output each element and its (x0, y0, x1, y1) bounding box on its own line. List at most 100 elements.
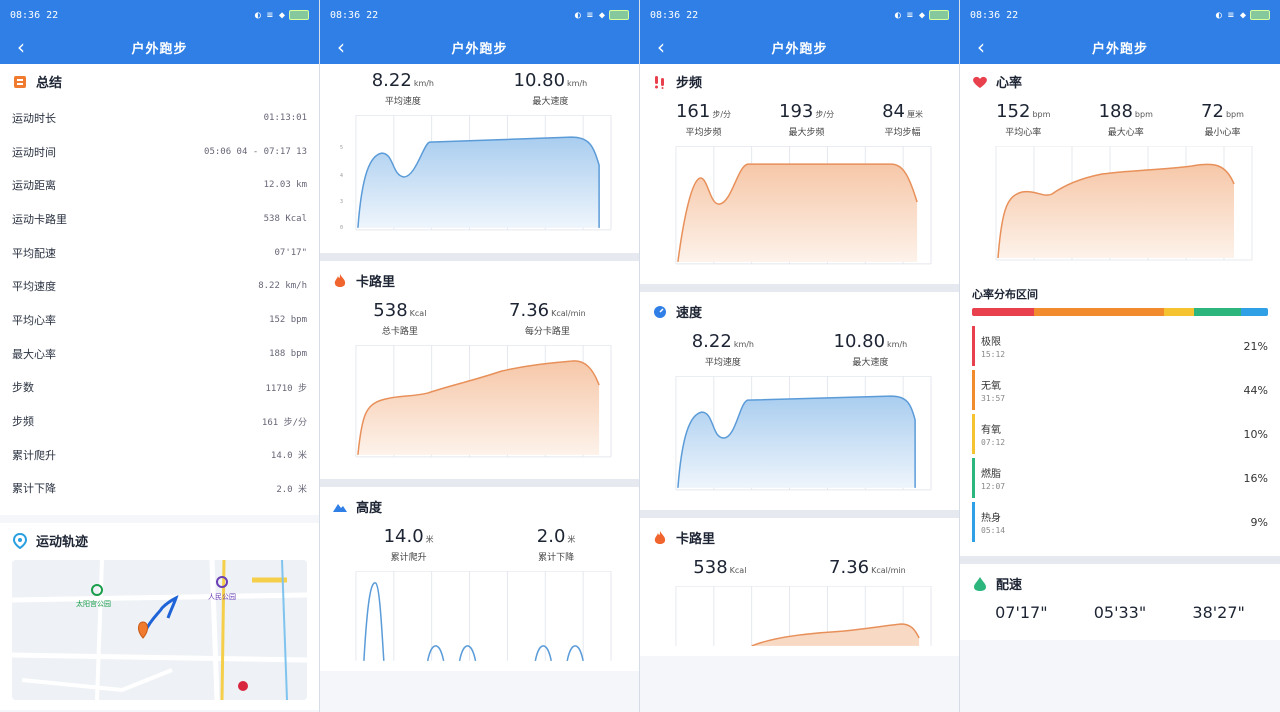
screen-heart-rate: 08:36 22 ◐ ≡ ◆ ‹ 户外跑步 心率 152 bpm 平均心率 188 b… (960, 0, 1280, 712)
hr-zone-row: 燃脂 12:07 16% (972, 458, 1268, 498)
place-marker (216, 576, 228, 589)
summary-row: 步频 161 步/分 (12, 404, 307, 438)
hr-zone-name: 热身 (981, 513, 1001, 524)
cadence-chart[interactable] (652, 146, 947, 274)
battery-icon (1250, 10, 1270, 20)
hr-zone-time: 07:12 (981, 438, 1006, 447)
status-bar: 08:36 22 ◐ ≡ ◆ (640, 0, 959, 30)
summary-row-value: 152 bpm (269, 314, 307, 325)
summary-row-label: 平均速度 (12, 280, 56, 294)
status-icons: ◐ ≡ ◆ (1215, 9, 1246, 21)
top-bar: 08:36 22 ◐ ≡ ◆ ‹ 户外跑步 (320, 0, 639, 64)
pace-title: 配速 (996, 578, 1023, 593)
mountain-icon (332, 499, 348, 515)
summary-row-value: 11710 步 (265, 383, 307, 394)
avg-hr-stat: 152 bpm 平均心率 (996, 101, 1051, 138)
status-bar: 08:36 22 ◐ ≡ ◆ (0, 0, 319, 30)
hr-zone-row: 极限 15:12 21% (972, 326, 1268, 366)
speed-card: 8.22 km/h 平均速度 10.80 km/h 最大速度 5 4 3 0 (320, 64, 639, 253)
track-card: 运动轨迹 太阳宫公园 (0, 523, 319, 711)
top-bar: 08:36 22 ◐ ≡ ◆ ‹ 户外跑步 (0, 0, 319, 64)
summary-card: 总结 运动时长 01:13:01 运动时间 05:06 04 - 07:17 13 运动… (0, 64, 319, 516)
status-icons: ◐ ≡ ◆ (254, 9, 285, 21)
summary-row-value: 07'17" (274, 247, 307, 258)
zone-bar-extreme (972, 308, 1035, 316)
back-button[interactable]: ‹ (17, 35, 25, 59)
back-button[interactable]: ‹ (337, 35, 345, 59)
route-line (143, 595, 179, 633)
battery-icon (609, 10, 629, 20)
worst-pace-stat: 38'27" (1192, 603, 1245, 622)
summary-row-value: 12.03 km (263, 180, 307, 191)
summary-row: 运动时间 05:06 04 - 07:17 13 (12, 135, 307, 169)
heart-rate-card: 心率 152 bpm 平均心率 188 bpm 最大心率 72 bpm 最小心率 (960, 64, 1280, 280)
flame-icon (652, 530, 668, 546)
descent-stat: 2.0 米累计下降 (536, 526, 576, 563)
hr-zone-row: 热身 05:14 9% (972, 502, 1268, 542)
max-hr-stat: 188 bpm 最大心率 (1098, 101, 1153, 138)
svg-text:3: 3 (340, 199, 343, 205)
summary-row: 平均心率 152 bpm (12, 303, 307, 337)
footsteps-icon (652, 74, 668, 90)
hr-zone-percent: 21% (1243, 339, 1268, 353)
calories-title: 卡路里 (356, 275, 396, 290)
calories-card: 卡路里 538 Kcal 7.36 Kcal/min (640, 518, 959, 656)
heart-rate-chart[interactable] (972, 146, 1268, 270)
speed-icon (652, 304, 668, 320)
summary-title: 总结 (36, 76, 63, 91)
avg-speed-stat: 8.22 km/h 平均速度 (691, 331, 755, 368)
back-button[interactable]: ‹ (657, 35, 665, 59)
summary-row: 运动距离 12.03 km (12, 168, 307, 202)
altitude-card: 高度 14.0 米累计爬升 2.0 米累计下降 (320, 487, 639, 671)
hr-zones-title: 心率分布区间 (972, 288, 1038, 301)
speed-chart[interactable] (652, 376, 947, 500)
status-time: 08:36 22 (970, 9, 1019, 21)
flame-icon (332, 273, 348, 289)
top-bar: 08:36 22 ◐ ≡ ◆ ‹ 户外跑步 (960, 0, 1280, 64)
droplet-icon (972, 576, 988, 592)
min-hr-stat: 72 bpm 最小心率 (1201, 101, 1244, 138)
calories-chart[interactable] (652, 586, 947, 646)
hr-zone-percent: 44% (1243, 383, 1268, 397)
total-calories-stat: 538 Kcal 总卡路里 (373, 300, 427, 337)
hr-zone-name: 无氧 (981, 381, 1001, 392)
summary-row-label: 运动距离 (12, 179, 56, 193)
page-title: 户外跑步 (771, 41, 828, 57)
summary-row-value: 538 Kcal (263, 213, 307, 224)
summary-row-label: 平均配速 (12, 246, 56, 260)
summary-row-label: 平均心率 (12, 313, 56, 327)
status-time: 08:36 22 (650, 9, 699, 21)
svg-text:4: 4 (340, 173, 343, 179)
calories-chart[interactable] (332, 345, 627, 469)
altitude-chart[interactable] (332, 571, 627, 661)
summary-row-label: 最大心率 (12, 347, 56, 361)
route-map[interactable]: 太阳宫公园 人民公园 (12, 560, 307, 701)
summary-row: 累计爬升 14.0 米 (12, 438, 307, 472)
status-bar: 08:36 22 ◐ ≡ ◆ (960, 0, 1280, 30)
svg-text:0: 0 (340, 225, 343, 231)
summary-row-label: 累计爬升 (12, 448, 56, 462)
cadence-card: 步频 161 步/分 平均步频 193 步/分 最大步频 84 厘米 平均步幅 (640, 64, 959, 284)
summary-row-value: 14.0 米 (270, 451, 307, 462)
summary-row-value: 05:06 04 - 07:17 13 (204, 146, 307, 157)
summary-row-value: 01:13:01 (263, 112, 307, 123)
map-canvas: 太阳宫公园 人民公园 (12, 560, 307, 701)
end-pin-icon (238, 681, 248, 692)
summary-row-label: 步数 (12, 381, 34, 395)
summary-row-value: 161 步/分 (261, 417, 307, 428)
speed-chart[interactable]: 5 4 3 0 (332, 115, 627, 243)
hr-zone-row: 无氧 31:57 44% (972, 370, 1268, 410)
back-button[interactable]: ‹ (977, 35, 985, 59)
calories-card: 卡路里 538 Kcal 总卡路里 7.36 Kcal/min 每分卡路里 (320, 261, 639, 479)
zone-bar-aerobic (1164, 308, 1194, 316)
summary-row-value: 8.22 km/h (258, 281, 307, 292)
location-pin-icon (12, 532, 28, 549)
speed-title: 速度 (676, 306, 703, 321)
summary-row: 平均配速 07'17" (12, 236, 307, 270)
summary-row-value: 188 bpm (269, 348, 307, 359)
summary-row-label: 运动时长 (12, 111, 56, 125)
altitude-title: 高度 (356, 501, 383, 516)
status-icons: ◐ ≡ ◆ (894, 9, 925, 21)
summary-row-label: 步频 (12, 415, 34, 429)
avg-cadence-stat: 161 步/分 平均步频 (675, 101, 732, 138)
